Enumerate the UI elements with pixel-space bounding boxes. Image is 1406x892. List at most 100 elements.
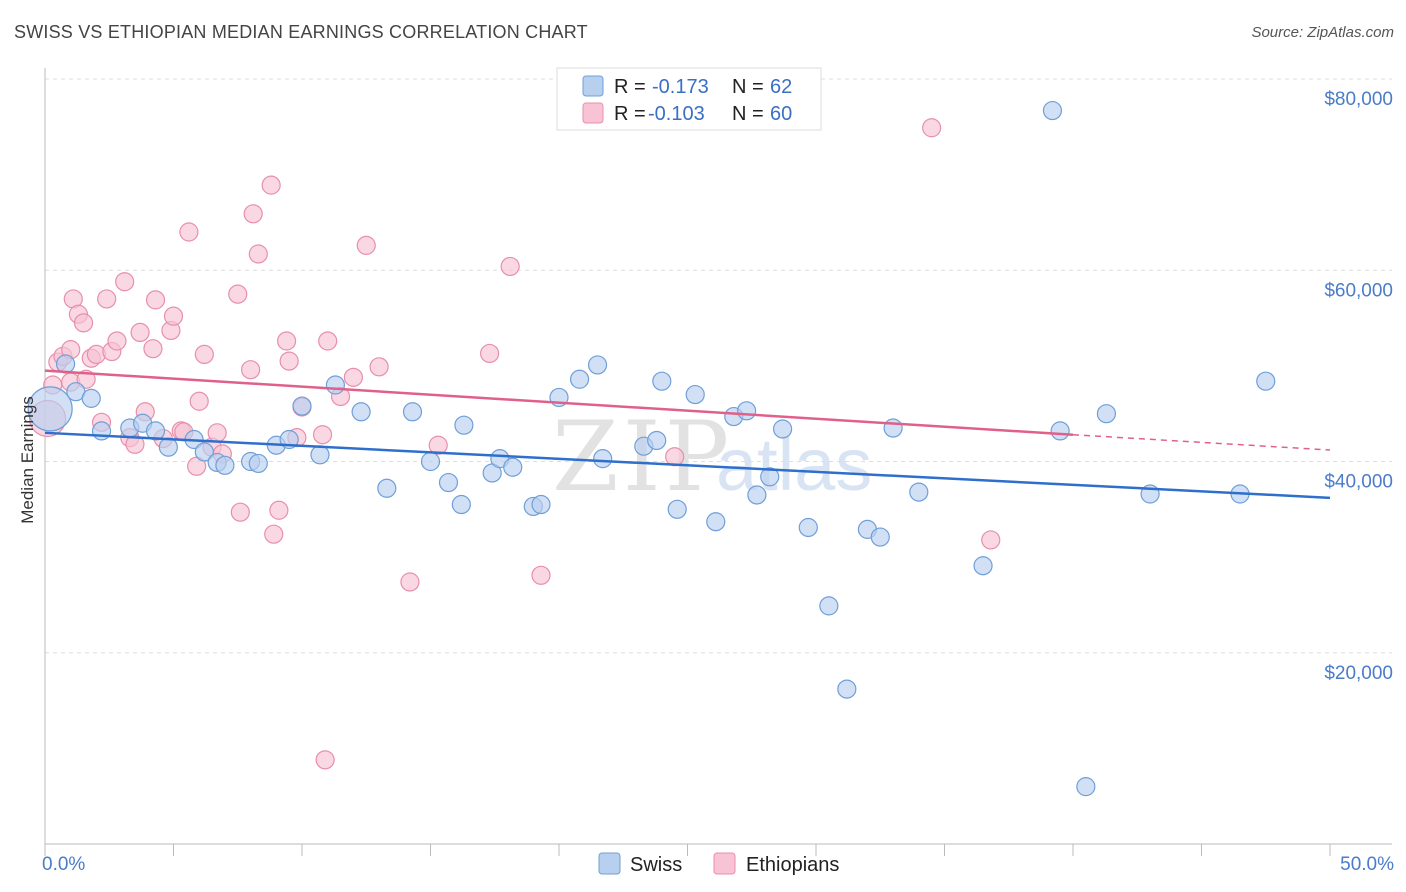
correlation-legend: R = -0.173 N = 62 R = -0.103 N = 60: [556, 67, 822, 131]
ethiopians-point-33: [207, 423, 227, 443]
ethiopians-point-52: [356, 235, 376, 255]
swiss-point-17: [292, 396, 312, 416]
y-tick-labels: $20,000 $40,000 $60,000 $80,000: [1324, 89, 1393, 684]
ethiopians-trend-extension: [1072, 433, 1331, 451]
swiss-point-47: [798, 517, 818, 538]
swiss-point-26: [454, 415, 474, 435]
series-legend: Swiss Ethiopians: [598, 852, 839, 876]
swiss-point-20: [351, 402, 371, 422]
legend-swatch-swiss: [582, 75, 604, 97]
y-tick-label-3: $80,000: [1324, 89, 1393, 110]
ethiopians-point-41: [264, 524, 284, 544]
swiss-point-21: [377, 478, 397, 498]
ethiopians-point-55: [428, 435, 448, 455]
y-tick-label-1: $40,000: [1324, 472, 1393, 493]
swiss-point-14: [248, 453, 268, 474]
swiss-point-3: [81, 388, 101, 408]
swiss-point-54: [973, 556, 993, 576]
bottom-legend-label-ethiopians: Ethiopians: [746, 854, 839, 876]
swiss-point-0: [27, 386, 73, 432]
ethiopians-point-8: [73, 313, 94, 333]
ethiopians-point-48: [315, 750, 335, 770]
swiss-point-53: [909, 482, 929, 502]
swiss-point-35: [593, 449, 613, 469]
legend-n-label-ethiopians: N =: [732, 103, 764, 125]
ethiopians-point-59: [665, 447, 685, 467]
ethiopians-point-51: [343, 367, 363, 387]
ethiopians-point-30: [189, 391, 209, 411]
swiss-point-8: [158, 437, 178, 457]
ethiopians-point-56: [480, 343, 500, 364]
trend-lines: [44, 369, 1331, 500]
ethiopians-point-25: [163, 306, 184, 326]
swiss-point-38: [652, 371, 672, 391]
swiss-point-46: [772, 419, 793, 439]
swiss-point-55: [1050, 421, 1070, 441]
swiss-point-57: [1096, 404, 1117, 424]
ethiopians-point-13: [97, 289, 117, 309]
swiss-point-10: [194, 442, 214, 462]
ethiopians-point-9: [76, 369, 96, 389]
legend-r-label-swiss: R =: [614, 76, 646, 98]
swiss-point-18: [310, 445, 330, 465]
ethiopians-point-54: [400, 572, 420, 592]
legend-n-value-swiss: 62: [770, 76, 792, 98]
ethiopians-point-43: [276, 331, 297, 351]
ethiopians-point-47: [312, 425, 333, 445]
y-tick-label-0: $20,000: [1324, 663, 1393, 684]
ethiopians-point-38: [243, 204, 263, 224]
ethiopians-trend-line: [44, 369, 1074, 436]
y-tick-label-2: $60,000: [1324, 280, 1393, 301]
legend-r-value-ethiopians: -0.103: [648, 103, 705, 125]
swiss-point-51: [870, 527, 890, 547]
legend-r-label-ethiopians: R =: [614, 103, 646, 125]
swiss-point-34: [587, 355, 608, 375]
swiss-point-45: [760, 467, 780, 487]
swiss-point-49: [837, 679, 857, 699]
ethiopians-point-49: [318, 331, 338, 351]
ethiopians-point-44: [279, 351, 299, 371]
ethiopians-point-42: [269, 500, 289, 520]
axes: [44, 68, 1392, 856]
swiss-point-24: [438, 472, 459, 493]
swiss-point-7: [145, 421, 166, 441]
x-tick-label-right: 50.0%: [1340, 854, 1394, 875]
swiss-point-58: [1042, 100, 1063, 121]
bottom-legend-label-swiss: Swiss: [630, 854, 682, 876]
chart-title: SWISS VS ETHIOPIAN MEDIAN EARNINGS CORRE…: [14, 22, 588, 42]
swiss-point-22: [402, 402, 423, 422]
swiss-point-12: [215, 455, 235, 475]
swiss-point-61: [1256, 371, 1276, 391]
ethiopians-point-21: [143, 339, 163, 359]
ethiopians-point-31: [194, 344, 214, 364]
ethiopians-point-53: [369, 357, 389, 377]
y-axis-label: Median Earnings: [18, 396, 37, 524]
swiss-point-19: [325, 375, 346, 395]
watermark-atlas: atlas: [716, 423, 872, 506]
ethiopians-point-39: [248, 244, 268, 264]
legend-swatch-ethiopians: [582, 102, 604, 124]
swiss-point-41: [706, 512, 726, 532]
ethiopians-point-40: [261, 175, 281, 195]
bottom-legend-swatch-ethiopians: [713, 852, 736, 875]
ethiopians-point-61: [981, 530, 1001, 550]
bottom-legend-swatch-swiss: [598, 852, 621, 875]
ethiopians-point-58: [531, 565, 551, 585]
swiss-point-29: [503, 457, 523, 477]
ethiopians-point-28: [179, 222, 199, 242]
ethiopians-point-37: [241, 360, 261, 380]
chart-source: Source: ZipAtlas.com: [1251, 24, 1394, 41]
ethiopians-point-19: [130, 322, 150, 343]
swiss-point-39: [667, 499, 687, 519]
swiss-point-1: [55, 354, 76, 374]
ethiopians-point-16: [115, 272, 135, 292]
ethiopians-point-36: [230, 502, 250, 522]
legend-n-label-swiss: N =: [732, 76, 764, 98]
ethiopians-point-22: [145, 290, 166, 310]
swiss-point-23: [420, 451, 441, 472]
ethiopians-point-15: [107, 331, 127, 351]
ethiopians-point-60: [922, 118, 942, 138]
swiss-point-44: [747, 485, 767, 505]
swiss-point-25: [451, 494, 471, 515]
x-tick-label-left: 0.0%: [42, 854, 85, 875]
